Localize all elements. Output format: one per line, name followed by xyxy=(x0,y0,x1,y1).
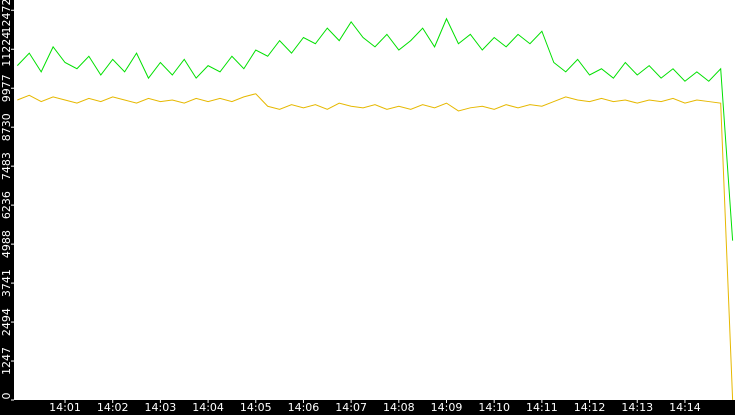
y-tick-label: 6236 xyxy=(0,191,13,219)
y-tick-label: 9977 xyxy=(0,74,13,102)
y-tick-label: 3741 xyxy=(0,269,13,297)
x-tick-label: 14:08 xyxy=(383,401,415,414)
y-tick-label: 2494 xyxy=(0,308,13,336)
x-tick-label: 14:02 xyxy=(97,401,129,414)
y-tick-label: 4988 xyxy=(0,230,13,258)
y-tick-label: 11224 xyxy=(0,32,13,67)
y-tick-label: 0 xyxy=(0,393,13,400)
x-axis-band xyxy=(0,400,735,415)
series-line xyxy=(17,93,734,401)
x-tick-label: 14:14 xyxy=(669,401,701,414)
x-tick-label: 14:03 xyxy=(145,401,177,414)
y-tick-label: 7483 xyxy=(0,152,13,180)
x-tick-label: 14:09 xyxy=(431,401,463,414)
x-tick-label: 14:05 xyxy=(240,401,272,414)
y-tick-label: 1247 xyxy=(0,347,13,375)
x-tick-label: 14:01 xyxy=(49,401,81,414)
x-tick-label: 14:04 xyxy=(192,401,224,414)
series-line xyxy=(16,17,734,241)
x-tick-label: 14:13 xyxy=(621,401,653,414)
y-tick-label: 12472 xyxy=(0,0,13,34)
x-tick-label: 14:06 xyxy=(288,401,320,414)
x-tick-label: 14:11 xyxy=(526,401,558,414)
x-tick-label: 14:12 xyxy=(574,401,606,414)
y-tick-label: 8730 xyxy=(0,113,13,141)
x-tick-label: 14:07 xyxy=(335,401,367,414)
x-tick-label: 14:10 xyxy=(478,401,510,414)
y-axis-band xyxy=(0,0,14,415)
